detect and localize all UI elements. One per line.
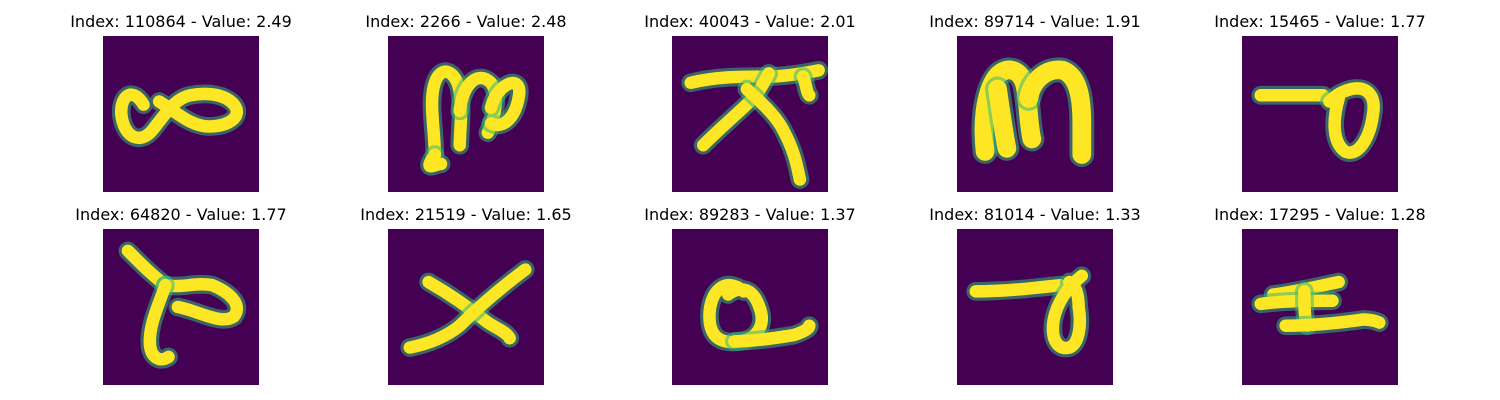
glyph-stroke — [740, 82, 807, 186]
panel-title: Index: 21519 - Value: 1.65 — [360, 205, 572, 224]
panel-image — [672, 229, 828, 385]
glyph-dash-loop-shape — [1251, 79, 1383, 162]
grid-panel-9: Index: 81014 - Value: 1.33 — [915, 205, 1155, 385]
glyph-stroke — [1019, 60, 1092, 164]
panel-image — [103, 229, 259, 385]
glyph-stroke — [1279, 313, 1386, 332]
panel-title: Index: 2266 - Value: 2.48 — [365, 12, 567, 31]
glyph-stroke — [969, 278, 1067, 298]
glyph-stroke — [403, 263, 532, 354]
glyph-double-bar-shape — [1251, 272, 1389, 336]
glyph-lambda-with-bar-shape — [681, 60, 828, 189]
panel-image — [388, 229, 544, 385]
glyph-stroke — [422, 275, 516, 345]
panel-image — [1242, 36, 1398, 192]
glyph-stroke — [1046, 269, 1089, 355]
grid-panel-7: Index: 21519 - Value: 1.65 — [346, 205, 586, 385]
grid-panel-3: Index: 40043 - Value: 2.01 — [630, 12, 870, 192]
glyph-branch-loop-shape — [118, 241, 247, 369]
glyph-stroke — [484, 77, 526, 132]
grid-panel-1: Index: 110864 - Value: 2.49 — [61, 12, 301, 192]
panel-image — [388, 36, 544, 192]
grid-panel-2: Index: 2266 - Value: 2.48 — [346, 12, 586, 192]
panel-image — [672, 36, 828, 192]
grid-panel-8: Index: 89283 - Value: 1.37 — [630, 205, 870, 385]
glyph-stroke — [159, 278, 243, 326]
panel-title: Index: 64820 - Value: 1.77 — [75, 205, 287, 224]
panel-image — [1242, 229, 1398, 385]
panel-image — [957, 36, 1113, 192]
glyph-stroke — [988, 79, 1017, 158]
grid-panel-6: Index: 64820 - Value: 1.77 — [61, 205, 301, 385]
panel-title: Index: 89283 - Value: 1.37 — [644, 205, 856, 224]
glyph-dash-teardrop-shape — [966, 266, 1092, 358]
panel-title: Index: 89714 - Value: 1.91 — [929, 12, 1141, 31]
glyph-stroke — [974, 60, 1042, 161]
glyph-stroke — [143, 278, 175, 366]
panel-title: Index: 15465 - Value: 1.77 — [1214, 12, 1426, 31]
panel-image — [103, 36, 259, 192]
image-background — [957, 229, 1113, 385]
glyph-stroke — [728, 319, 816, 348]
panel-title: Index: 110864 - Value: 2.49 — [70, 12, 292, 31]
glyph-x-shape — [400, 260, 535, 357]
glyph-stroke — [423, 148, 448, 173]
grid-panel-10: Index: 17295 - Value: 1.28 — [1200, 205, 1440, 385]
glyph-stroke — [796, 70, 816, 102]
glyph-stroke — [1323, 82, 1380, 159]
panel-image — [957, 229, 1113, 385]
panel-title: Index: 81014 - Value: 1.33 — [929, 205, 1141, 224]
grid-panel-5: Index: 15465 - Value: 1.77 — [1200, 12, 1440, 192]
glyph-loop-with-tail-shape — [700, 276, 819, 352]
panel-title: Index: 17295 - Value: 1.28 — [1214, 205, 1426, 224]
glyph-stroke — [115, 87, 243, 145]
grid-panel-4: Index: 89714 - Value: 1.91 — [915, 12, 1155, 192]
glyph-m-arch-shape — [971, 57, 1095, 168]
glyph-m-loop-shape — [420, 62, 529, 176]
glyph-infinity-shape — [111, 84, 247, 148]
panel-title: Index: 40043 - Value: 2.01 — [644, 12, 856, 31]
